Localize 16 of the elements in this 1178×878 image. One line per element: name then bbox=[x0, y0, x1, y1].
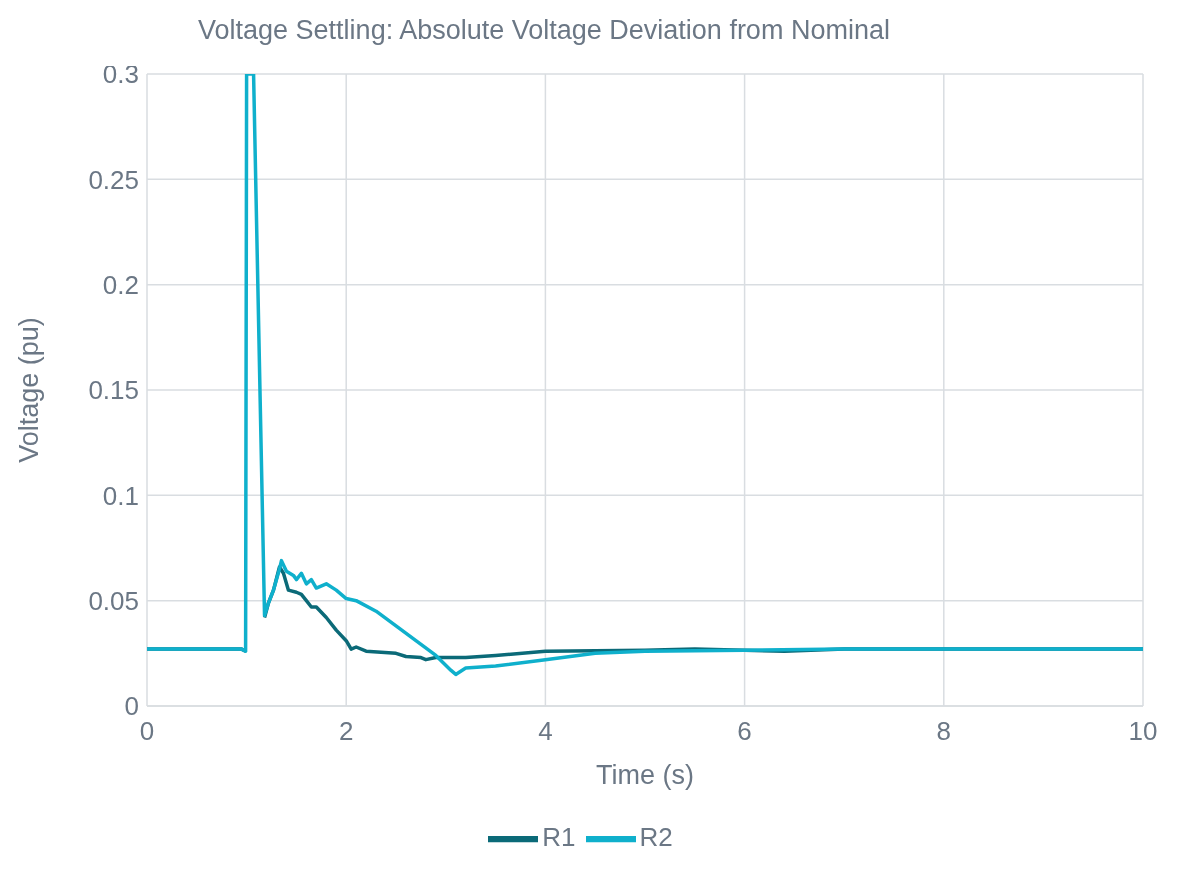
legend-label: R1 bbox=[542, 821, 576, 852]
y-tick-label: 0.25 bbox=[88, 164, 139, 195]
legend-label: R2 bbox=[639, 821, 673, 852]
y-tick-label: 0.05 bbox=[88, 585, 139, 616]
y-tick-label: 0.2 bbox=[102, 269, 139, 300]
x-tick-label: 8 bbox=[936, 716, 952, 747]
x-axis-title: Time (s) bbox=[596, 760, 694, 790]
x-tick-label: 4 bbox=[538, 716, 553, 747]
y-tick-label: 0 bbox=[124, 691, 139, 722]
chart-title: Voltage Settling: Absolute Voltage Deviation from Nominal bbox=[198, 15, 890, 45]
x-tick-label: 10 bbox=[1128, 716, 1158, 747]
x-tick-label: 2 bbox=[338, 716, 354, 747]
x-tick-label: 6 bbox=[737, 716, 752, 747]
y-tick-label: 0.1 bbox=[102, 480, 139, 511]
y-axis-title: Voltage (pu) bbox=[13, 317, 44, 463]
y-tick-label: 0.15 bbox=[88, 375, 139, 406]
